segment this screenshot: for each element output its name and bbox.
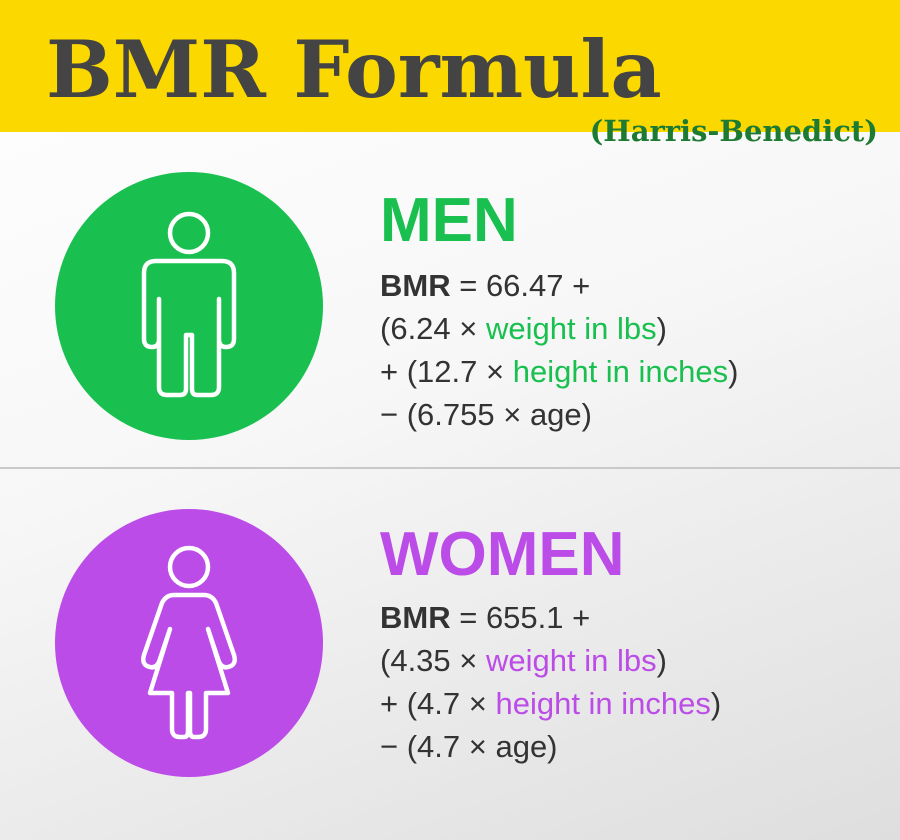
formula-text: + (12.7 × bbox=[380, 354, 513, 389]
formula-text: − (4.7 × age) bbox=[380, 729, 558, 764]
page-title: BMR Formula bbox=[46, 23, 662, 116]
formula-variable: height in inches bbox=[512, 354, 729, 389]
formula-line: (6.24 × weight in lbs) bbox=[380, 307, 738, 350]
formula-text: + (4.7 × bbox=[380, 686, 496, 721]
formula-variable: weight in lbs bbox=[486, 643, 657, 678]
page-subtitle: (Harris-Benedict) bbox=[589, 114, 878, 148]
men-heading: MEN bbox=[380, 186, 518, 255]
man-icon bbox=[141, 211, 237, 398]
formula-line: − (4.7 × age) bbox=[380, 725, 721, 768]
formula-line: + (4.7 × height in inches) bbox=[380, 682, 721, 725]
formula-line: BMR = 66.47 + bbox=[380, 264, 738, 307]
woman-icon bbox=[141, 545, 237, 740]
formula-line: (4.35 × weight in lbs) bbox=[380, 639, 721, 682]
formula-text: = 655.1 + bbox=[450, 600, 591, 635]
section-divider bbox=[0, 467, 900, 469]
women-formula: BMR = 655.1 + (4.35 × weight in lbs) + (… bbox=[380, 596, 721, 768]
formula-text: ) bbox=[728, 354, 739, 389]
formula-label: BMR bbox=[380, 600, 451, 635]
formula-text: = 66.47 + bbox=[450, 268, 591, 303]
formula-variable: height in inches bbox=[495, 686, 711, 721]
formula-text: − (6.755 × age) bbox=[380, 397, 592, 432]
women-heading: WOMEN bbox=[380, 520, 625, 589]
formula-line: + (12.7 × height in inches) bbox=[380, 350, 738, 393]
men-section: MEN BMR = 66.47 + (6.24 × weight in lbs)… bbox=[0, 132, 900, 468]
formula-line: BMR = 655.1 + bbox=[380, 596, 721, 639]
formula-variable: weight in lbs bbox=[486, 311, 657, 346]
men-formula: BMR = 66.47 + (6.24 × weight in lbs) + (… bbox=[380, 264, 738, 436]
men-circle bbox=[55, 172, 323, 440]
women-circle bbox=[55, 509, 323, 777]
formula-line: − (6.755 × age) bbox=[380, 393, 738, 436]
title-banner: BMR Formula bbox=[0, 0, 900, 132]
formula-text: ) bbox=[710, 686, 722, 721]
women-section: WOMEN BMR = 655.1 + (4.35 × weight in lb… bbox=[0, 469, 900, 840]
formula-text: (6.24 × bbox=[380, 311, 486, 346]
formula-text: ) bbox=[656, 643, 667, 678]
formula-label: BMR bbox=[380, 268, 451, 303]
formula-text: (4.35 × bbox=[380, 643, 486, 678]
formula-text: ) bbox=[656, 311, 667, 346]
